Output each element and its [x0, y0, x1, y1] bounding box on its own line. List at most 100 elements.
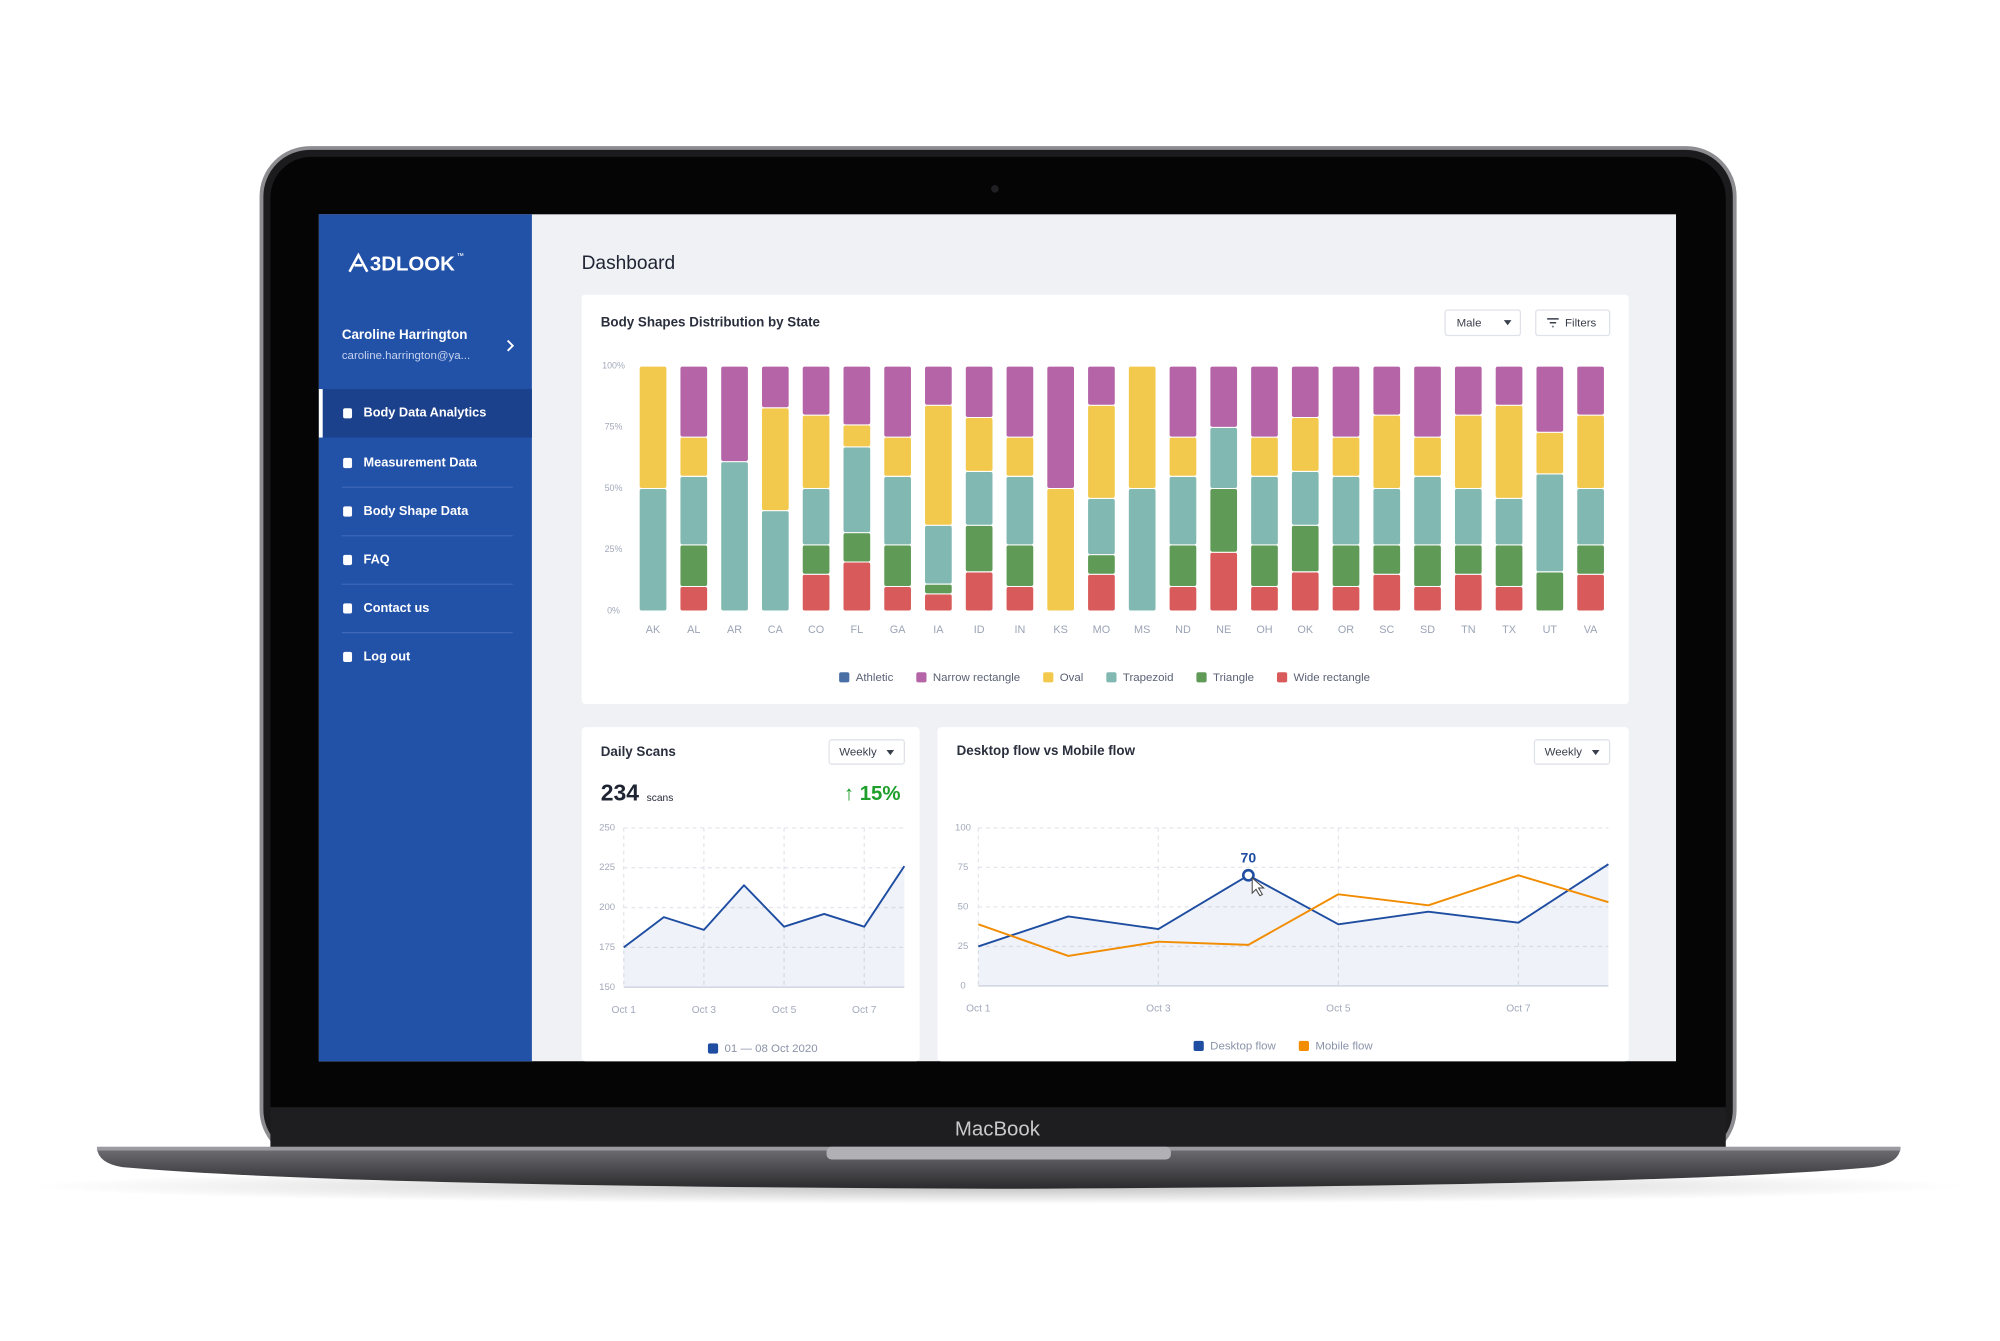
bar-segment	[1250, 436, 1279, 477]
menu-item[interactable]: Log out	[364, 648, 411, 663]
bar-segment	[679, 475, 709, 546]
bar-segment	[842, 424, 872, 448]
user-chevron[interactable]	[506, 339, 515, 352]
legend-label: Desktop flow	[1210, 1041, 1276, 1053]
bar-segment	[1413, 436, 1442, 477]
legend: Desktop flow Mobile flow	[1193, 1040, 1373, 1053]
x-tick-label: Oct 3	[692, 1005, 717, 1016]
filters-label: Filters	[1565, 317, 1596, 329]
bar-segment	[1494, 585, 1524, 612]
x-tick-label: OK	[1297, 624, 1313, 636]
legend-swatch	[1298, 1040, 1309, 1052]
x-tick-label: SD	[1420, 624, 1435, 636]
bar-segment	[1494, 365, 1524, 406]
menu-item[interactable]: FAQ	[364, 551, 390, 566]
legend-swatch	[839, 672, 850, 683]
x-tick-label: Oct 5	[1326, 1004, 1351, 1015]
user-name: Caroline Harrington	[342, 327, 468, 342]
y-tick-label: 25%	[605, 544, 623, 554]
bar-segment	[842, 561, 872, 612]
bar-segment	[1331, 544, 1361, 588]
bar-segment	[1535, 571, 1565, 612]
bar-segment	[1372, 573, 1402, 612]
x-tick-label: KS	[1053, 624, 1067, 636]
bar-segment	[1372, 488, 1402, 546]
legend-swatch	[1043, 672, 1054, 683]
line	[623, 865, 906, 949]
bar-segment	[801, 544, 831, 575]
filters-button[interactable]	[1535, 309, 1611, 337]
dropdown[interactable]	[828, 739, 905, 765]
menu-item[interactable]: Contact us	[364, 600, 430, 615]
bar-segment	[1127, 365, 1157, 490]
bar-segment	[1168, 365, 1198, 438]
menu-icon	[343, 457, 353, 469]
bar-segment	[1535, 473, 1565, 573]
x-tick-label: MO	[1093, 624, 1110, 636]
page-title: Dashboard	[582, 253, 676, 274]
y-tick-label: 75%	[605, 422, 623, 432]
x-tick-label: AL	[687, 624, 700, 636]
y-tick-label: 75	[958, 862, 969, 873]
bar-segment	[964, 365, 994, 419]
bar-segment	[1168, 436, 1198, 477]
bar-segment	[883, 475, 912, 546]
bar-segment	[964, 571, 994, 612]
area	[978, 864, 1609, 986]
bar-segment	[679, 585, 709, 612]
menu-item[interactable]: Body Data Analytics	[364, 405, 487, 420]
bar-segment	[883, 544, 912, 588]
laptop-chin	[270, 1107, 1726, 1151]
dropdown-label: Weekly	[1545, 747, 1583, 759]
x-tick-label: ND	[1175, 624, 1191, 636]
bar-segment	[638, 365, 668, 490]
x-tick-label: OH	[1256, 624, 1272, 636]
y-tick-label: 0%	[607, 605, 620, 615]
bar-segment	[1453, 544, 1483, 575]
bar-segment	[1087, 497, 1116, 556]
menu-item[interactable]: Measurement Data	[364, 454, 478, 469]
x-tick-label: IN	[1014, 624, 1025, 636]
x-tick-label: VA	[1584, 624, 1598, 636]
line-chart: 0 25 50 75 100 Oct 1 Oct 3 Oct 5 Oct 7 Desktop fl…	[955, 822, 1609, 1053]
legend: Athletic Narrow rectangle Oval Trapezoid Tri…	[839, 672, 1370, 684]
bar-segment	[1005, 544, 1035, 588]
bar-segment	[1494, 497, 1524, 546]
line	[977, 874, 1609, 957]
bar-segment	[924, 404, 953, 526]
bar-segment	[1209, 426, 1239, 490]
menu-item[interactable]: Body Shape Data	[364, 503, 470, 518]
bar-segment	[1290, 365, 1320, 419]
x-tick-label: IA	[933, 624, 944, 636]
bar-segment	[1372, 365, 1402, 416]
total-value: 234	[601, 780, 640, 806]
bar-segment	[1290, 470, 1320, 526]
bar-segment	[1413, 585, 1442, 612]
bar-segment	[1453, 414, 1483, 490]
logo: 3DLOOK	[370, 254, 455, 276]
change: ↑ 15%	[844, 783, 901, 805]
x-tick-label: SC	[1379, 624, 1394, 636]
dropdown-label: Male	[1457, 317, 1482, 329]
dropdown[interactable]	[1533, 739, 1611, 765]
card-title: Desktop flow vs Mobile flow	[957, 743, 1136, 758]
bar-segment	[1413, 365, 1442, 438]
menu-icon	[343, 408, 353, 419]
bar-segment	[1087, 554, 1116, 575]
bar-segment	[1005, 475, 1035, 546]
bar-segment	[1290, 571, 1320, 612]
dropdown[interactable]	[1444, 309, 1522, 337]
area	[623, 866, 905, 988]
bar-segment	[679, 436, 709, 477]
bar-segment	[842, 532, 872, 563]
x-tick-label: NE	[1216, 624, 1231, 636]
dropdown-caret	[886, 750, 895, 756]
bar-segment	[883, 365, 912, 438]
legend-swatch	[1106, 672, 1117, 683]
laptop-base	[96, 1147, 1901, 1189]
y-tick-label: 100	[955, 822, 971, 833]
bar-segment	[1494, 544, 1524, 588]
bar-segment	[842, 365, 872, 426]
legend-label: Oval	[1060, 672, 1084, 684]
